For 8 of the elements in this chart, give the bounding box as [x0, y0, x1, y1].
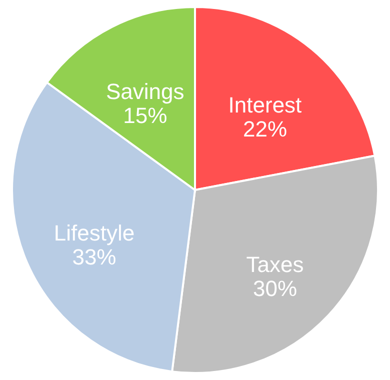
slice-label: Savings	[106, 79, 184, 104]
slice-label: Taxes	[246, 252, 304, 278]
slice-label: Lifestyle	[54, 220, 135, 246]
data-label: 22%	[242, 116, 288, 142]
data-label: 30%	[253, 276, 298, 302]
slice-label: Interest	[228, 92, 302, 118]
data-label: 33%	[72, 244, 116, 270]
data-label: 15%	[123, 103, 168, 128]
